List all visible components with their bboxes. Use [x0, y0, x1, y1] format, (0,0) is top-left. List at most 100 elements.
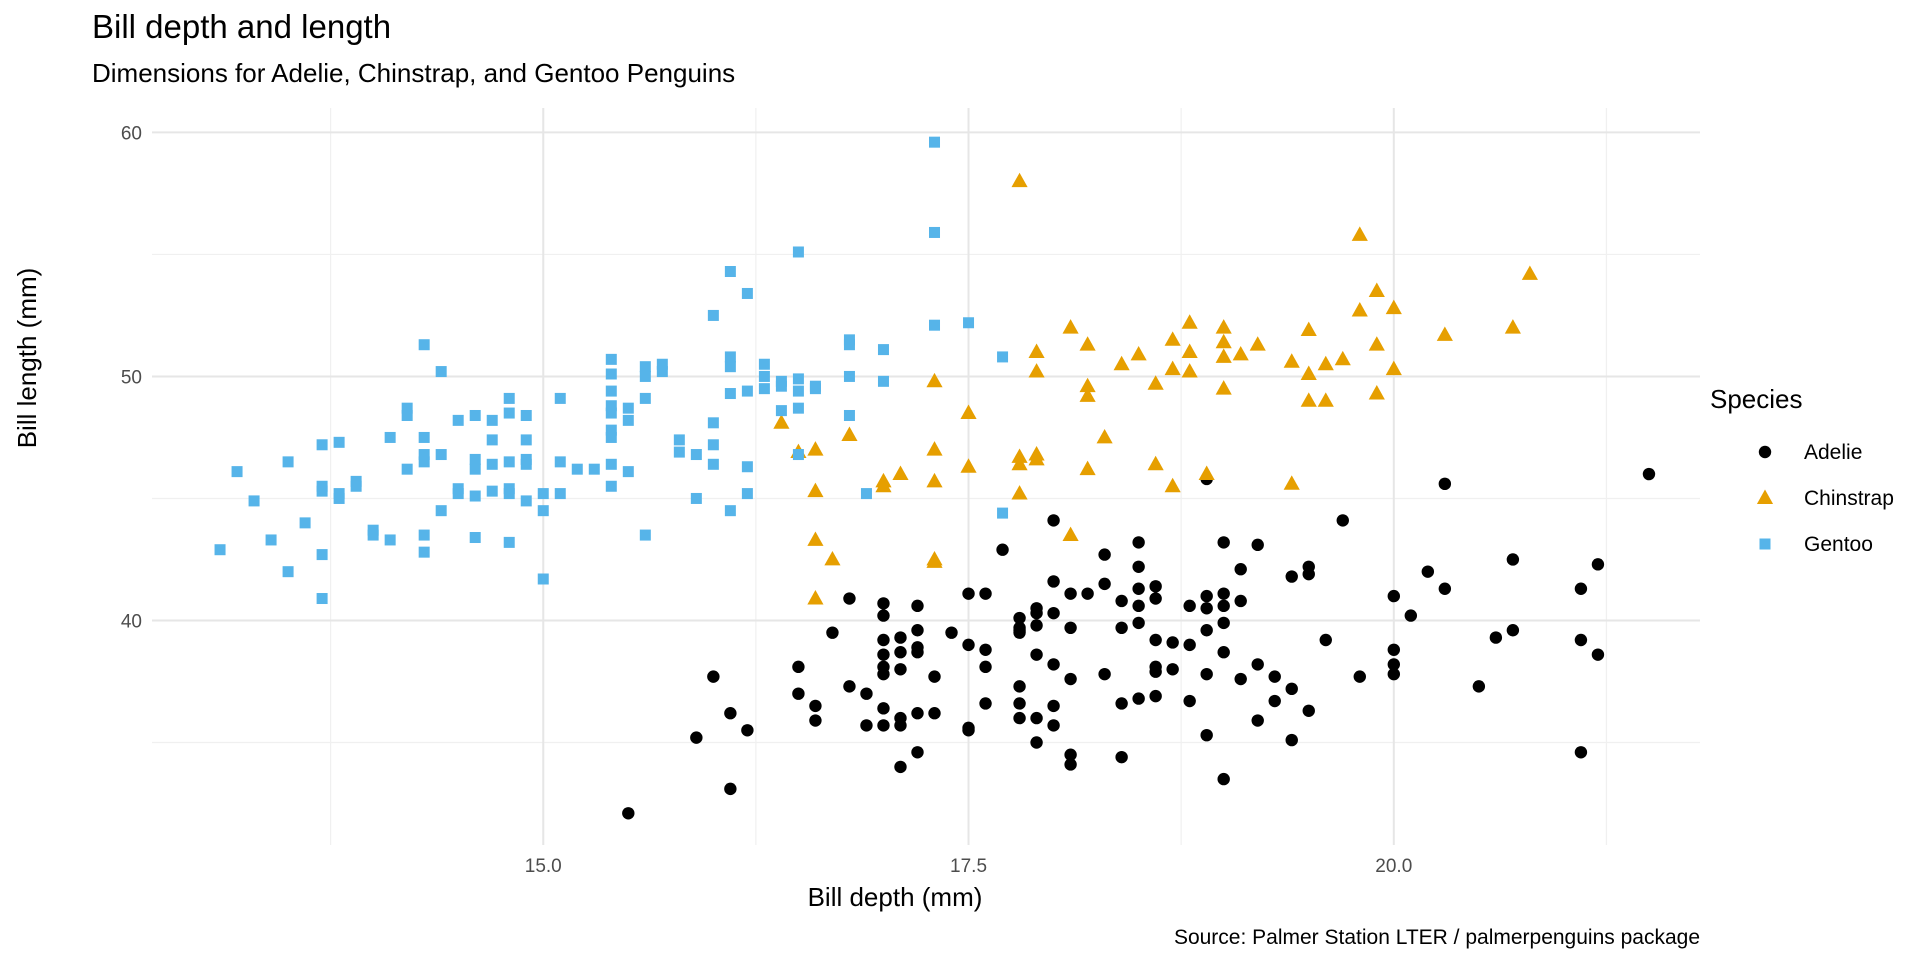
- data-point-gentoo: [673, 446, 685, 458]
- data-point-chinstrap: [1300, 392, 1317, 407]
- series-chinstrap: [773, 172, 1538, 605]
- data-point-chinstrap: [892, 465, 909, 481]
- data-point-adelie: [1285, 682, 1298, 696]
- data-point-adelie: [1030, 648, 1043, 661]
- data-point-adelie: [1047, 575, 1060, 588]
- data-point-gentoo: [435, 449, 447, 461]
- data-point-gentoo: [503, 536, 515, 548]
- data-point-gentoo: [571, 463, 583, 475]
- data-point-chinstrap: [1096, 428, 1113, 444]
- data-point-gentoo: [843, 370, 855, 382]
- data-point-adelie: [962, 724, 975, 737]
- data-point-gentoo: [775, 380, 787, 392]
- data-point-adelie: [1115, 594, 1128, 608]
- data-point-gentoo: [554, 456, 566, 468]
- data-point-adelie: [1506, 624, 1520, 637]
- data-point-adelie: [979, 587, 992, 600]
- data-point-adelie: [911, 624, 924, 637]
- data-point-chinstrap: [1079, 387, 1096, 402]
- data-point-adelie: [979, 660, 992, 674]
- data-point-adelie: [894, 631, 907, 644]
- data-point-chinstrap: [1062, 319, 1079, 334]
- data-point-gentoo: [792, 449, 804, 461]
- data-point-chinstrap: [1317, 392, 1334, 407]
- data-point-adelie: [809, 714, 822, 727]
- data-point-gentoo: [673, 434, 685, 446]
- data-point-chinstrap: [1351, 226, 1368, 241]
- data-point-adelie: [1047, 514, 1060, 527]
- data-point-chinstrap: [1385, 299, 1402, 315]
- data-point-gentoo: [775, 405, 787, 417]
- data-point-adelie: [979, 643, 992, 656]
- y-axis-ticks: 40 50 60: [121, 123, 142, 632]
- data-point-gentoo: [929, 136, 941, 148]
- data-point-adelie: [792, 687, 805, 700]
- data-point-adelie: [877, 702, 890, 715]
- data-point-gentoo: [605, 424, 617, 436]
- data-point-adelie: [1013, 711, 1026, 725]
- data-point-gentoo: [469, 490, 481, 502]
- data-point-gentoo: [469, 463, 481, 475]
- data-point-chinstrap: [807, 590, 824, 605]
- data-point-adelie: [1387, 658, 1401, 671]
- data-point-chinstrap: [960, 404, 977, 419]
- data-point-chinstrap: [1215, 333, 1232, 349]
- legend-item-adelie: Adelie: [1758, 441, 1862, 464]
- data-point-gentoo: [758, 383, 770, 395]
- data-point-gentoo: [231, 466, 243, 478]
- data-point-chinstrap: [1011, 172, 1028, 188]
- data-point-gentoo: [997, 351, 1009, 363]
- data-point-gentoo: [503, 407, 515, 419]
- data-point-gentoo: [554, 488, 566, 500]
- data-point-gentoo: [809, 383, 821, 395]
- data-point-adelie: [1132, 616, 1145, 630]
- data-point-adelie: [1200, 667, 1213, 681]
- legend-label: Gentoo: [1804, 533, 1873, 556]
- data-point-chinstrap: [1385, 360, 1402, 376]
- data-point-adelie: [894, 719, 907, 732]
- data-point-adelie: [1047, 719, 1060, 732]
- data-point-chinstrap: [1028, 363, 1045, 378]
- data-point-adelie: [1064, 748, 1077, 761]
- data-point-chinstrap: [1215, 348, 1232, 363]
- data-point-gentoo: [605, 407, 617, 419]
- data-point-adelie: [877, 719, 890, 732]
- data-point-gentoo: [418, 546, 430, 558]
- data-point-adelie: [1115, 697, 1128, 710]
- data-point-chinstrap: [1062, 526, 1079, 542]
- data-point-adelie: [1217, 587, 1230, 600]
- data-point-adelie: [1234, 594, 1247, 608]
- data-point-chinstrap: [1317, 355, 1334, 371]
- data-point-adelie: [1472, 680, 1486, 693]
- data-point-gentoo: [316, 485, 328, 497]
- data-point-gentoo: [877, 344, 889, 356]
- data-point-adelie: [1030, 619, 1043, 632]
- chart-subtitle: Dimensions for Adelie, Chinstrap, and Ge…: [92, 58, 736, 88]
- data-point-gentoo: [554, 392, 566, 404]
- data-point-chinstrap: [1011, 485, 1028, 500]
- data-point-adelie: [1013, 697, 1026, 710]
- data-point-adelie: [1387, 643, 1401, 656]
- data-point-adelie: [1013, 611, 1026, 625]
- data-point-adelie: [1302, 567, 1315, 581]
- x-tick-label: 17.5: [950, 856, 987, 877]
- data-point-chinstrap: [1215, 319, 1232, 334]
- legend-title: Species: [1710, 384, 1803, 414]
- data-point-adelie: [1047, 606, 1060, 620]
- data-point-gentoo: [469, 532, 481, 544]
- data-point-gentoo: [724, 361, 736, 373]
- data-point-gentoo: [486, 434, 498, 446]
- data-point-adelie: [860, 719, 873, 732]
- data-point-gentoo: [486, 458, 498, 470]
- data-point-adelie: [1574, 633, 1588, 647]
- grid-lines: [152, 108, 1700, 845]
- data-point-gentoo: [792, 402, 804, 414]
- data-point-adelie: [1132, 692, 1145, 705]
- data-point-chinstrap: [1079, 336, 1096, 351]
- data-point-chinstrap: [1164, 360, 1181, 376]
- data-point-chinstrap: [926, 553, 943, 568]
- data-point-gentoo: [622, 466, 634, 478]
- data-point-gentoo: [656, 358, 668, 370]
- data-point-gentoo: [401, 402, 413, 414]
- data-point-gentoo: [622, 414, 634, 426]
